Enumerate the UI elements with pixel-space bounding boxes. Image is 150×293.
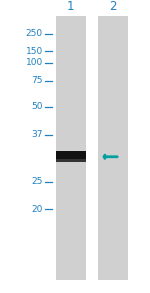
Text: 37: 37 [31,130,43,139]
Text: 100: 100 [26,59,43,67]
Text: 1: 1 [67,0,74,13]
Text: 75: 75 [31,76,43,85]
Bar [56,159,86,162]
Text: 20: 20 [31,205,43,214]
Text: 150: 150 [26,47,43,56]
Text: 250: 250 [26,29,43,38]
Bar [98,16,128,280]
Bar [56,151,86,162]
Text: 2: 2 [109,0,116,13]
Bar [56,16,86,280]
Text: 50: 50 [31,103,43,111]
Text: 25: 25 [31,177,43,186]
